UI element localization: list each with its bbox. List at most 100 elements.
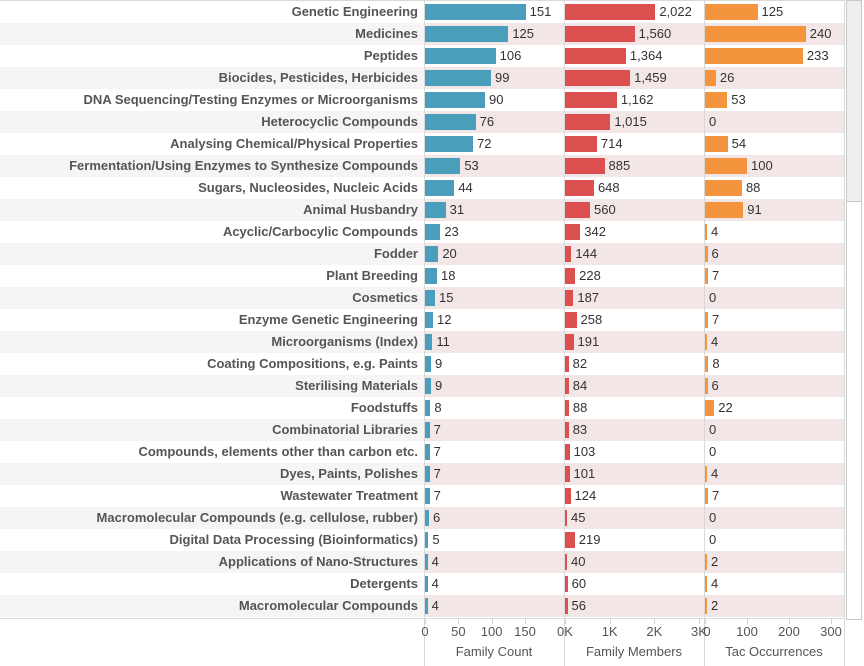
bar-family-members[interactable] — [565, 158, 605, 174]
bar-family-members[interactable] — [565, 598, 568, 614]
bar-family-count[interactable] — [425, 114, 476, 130]
bar-family-count[interactable] — [425, 576, 428, 592]
category-label[interactable]: Animal Husbandry — [303, 202, 418, 217]
bar-tac-occurrences[interactable] — [705, 26, 806, 42]
bar-family-members[interactable] — [565, 114, 611, 130]
bar-family-count[interactable] — [425, 268, 437, 284]
bar-tac-occurrences[interactable] — [705, 598, 707, 614]
bar-tac-occurrences[interactable] — [705, 554, 707, 570]
bar-family-members[interactable] — [565, 312, 577, 328]
bar-family-members[interactable] — [565, 92, 617, 108]
bar-tac-occurrences[interactable] — [705, 466, 707, 482]
bar-family-count[interactable] — [425, 444, 430, 460]
bar-tac-occurrences[interactable] — [705, 202, 744, 218]
bar-family-count[interactable] — [425, 92, 485, 108]
bar-family-count[interactable] — [425, 290, 435, 306]
bar-family-members[interactable] — [565, 180, 594, 196]
bar-family-count[interactable] — [425, 4, 526, 20]
category-label[interactable]: Combinatorial Libraries — [272, 422, 418, 437]
bar-family-count[interactable] — [425, 70, 491, 86]
bar-family-count[interactable] — [425, 312, 433, 328]
bar-family-count[interactable] — [425, 224, 441, 240]
bar-family-members[interactable] — [565, 334, 574, 350]
bar-tac-occurrences[interactable] — [705, 246, 708, 262]
bar-tac-occurrences[interactable] — [705, 180, 742, 196]
category-label[interactable]: Wastewater Treatment — [280, 488, 418, 503]
bar-family-members[interactable] — [565, 224, 581, 240]
category-label[interactable]: Biocides, Pesticides, Herbicides — [218, 70, 418, 85]
category-label[interactable]: Analysing Chemical/Physical Properties — [170, 136, 418, 151]
bar-family-count[interactable] — [425, 400, 431, 416]
bar-family-count[interactable] — [425, 334, 433, 350]
category-label[interactable]: Macromolecular Compounds (e.g. cellulose… — [96, 510, 418, 525]
bar-family-count[interactable] — [425, 158, 461, 174]
bar-family-count[interactable] — [425, 356, 431, 372]
bar-family-members[interactable] — [565, 554, 567, 570]
bar-family-members[interactable] — [565, 532, 575, 548]
bar-family-members[interactable] — [565, 356, 569, 372]
bar-family-members[interactable] — [565, 70, 631, 86]
bar-family-members[interactable] — [565, 576, 568, 592]
bar-family-count[interactable] — [425, 180, 455, 196]
bar-family-count[interactable] — [425, 532, 429, 548]
category-label[interactable]: Detergents — [350, 576, 418, 591]
bar-family-members[interactable] — [565, 378, 569, 394]
category-label[interactable]: Macromolecular Compounds — [238, 598, 418, 613]
bar-family-members[interactable] — [565, 444, 570, 460]
bar-family-count[interactable] — [425, 598, 428, 614]
category-label[interactable]: Plant Breeding — [326, 268, 418, 283]
category-label[interactable]: Compounds, elements other than carbon et… — [138, 444, 418, 459]
category-label[interactable]: Fermentation/Using Enzymes to Synthesize… — [69, 158, 418, 173]
category-label[interactable]: Microorganisms (Index) — [271, 334, 418, 349]
bar-family-count[interactable] — [425, 510, 429, 526]
bar-family-members[interactable] — [565, 400, 569, 416]
category-label[interactable]: Sterilising Materials — [295, 378, 418, 393]
bar-family-members[interactable] — [565, 246, 572, 262]
bar-family-count[interactable] — [425, 202, 446, 218]
bar-tac-occurrences[interactable] — [705, 400, 715, 416]
bar-tac-occurrences[interactable] — [705, 224, 707, 240]
bar-family-count[interactable] — [425, 422, 430, 438]
bar-family-members[interactable] — [565, 202, 590, 218]
bar-family-count[interactable] — [425, 48, 496, 64]
category-label[interactable]: Sugars, Nucleosides, Nucleic Acids — [198, 180, 418, 195]
category-label[interactable]: Medicines — [355, 26, 418, 41]
bar-family-members[interactable] — [565, 26, 635, 42]
bar-tac-occurrences[interactable] — [705, 488, 708, 504]
bar-tac-occurrences[interactable] — [705, 576, 707, 592]
bar-tac-occurrences[interactable] — [705, 48, 803, 64]
bar-tac-occurrences[interactable] — [705, 312, 708, 328]
bar-tac-occurrences[interactable] — [705, 4, 758, 20]
bar-family-count[interactable] — [425, 136, 473, 152]
bar-family-count[interactable] — [425, 488, 430, 504]
bar-tac-occurrences[interactable] — [705, 92, 728, 108]
bar-tac-occurrences[interactable] — [705, 158, 747, 174]
bar-family-members[interactable] — [565, 290, 574, 306]
bar-tac-occurrences[interactable] — [705, 70, 716, 86]
category-label[interactable]: DNA Sequencing/Testing Enzymes or Microo… — [83, 92, 418, 107]
scrollbar-thumb[interactable] — [847, 1, 861, 202]
bar-tac-occurrences[interactable] — [705, 334, 707, 350]
bar-tac-occurrences[interactable] — [705, 356, 709, 372]
bar-tac-occurrences[interactable] — [705, 378, 708, 394]
category-label[interactable]: Digital Data Processing (Bioinformatics) — [169, 532, 419, 547]
vertical-scrollbar[interactable] — [846, 0, 862, 620]
bar-family-count[interactable] — [425, 246, 439, 262]
bar-family-count[interactable] — [425, 466, 430, 482]
bar-family-members[interactable] — [565, 4, 656, 20]
bar-family-count[interactable] — [425, 26, 509, 42]
category-label[interactable]: Coating Compositions, e.g. Paints — [207, 356, 418, 371]
category-label[interactable]: Dyes, Paints, Polishes — [279, 466, 418, 481]
bar-family-members[interactable] — [565, 48, 626, 64]
bar-tac-occurrences[interactable] — [705, 136, 728, 152]
bar-family-members[interactable] — [565, 136, 597, 152]
category-label[interactable]: Enzyme Genetic Engineering — [238, 312, 418, 327]
category-label[interactable]: Acyclic/Carbocylic Compounds — [222, 224, 418, 239]
bar-family-members[interactable] — [565, 268, 576, 284]
category-label[interactable]: Genetic Engineering — [291, 4, 418, 19]
bar-family-members[interactable] — [565, 488, 571, 504]
category-label[interactable]: Applications of Nano-Structures — [218, 554, 418, 569]
bar-family-count[interactable] — [425, 378, 431, 394]
bar-family-count[interactable] — [425, 554, 428, 570]
bar-family-members[interactable] — [565, 422, 569, 438]
